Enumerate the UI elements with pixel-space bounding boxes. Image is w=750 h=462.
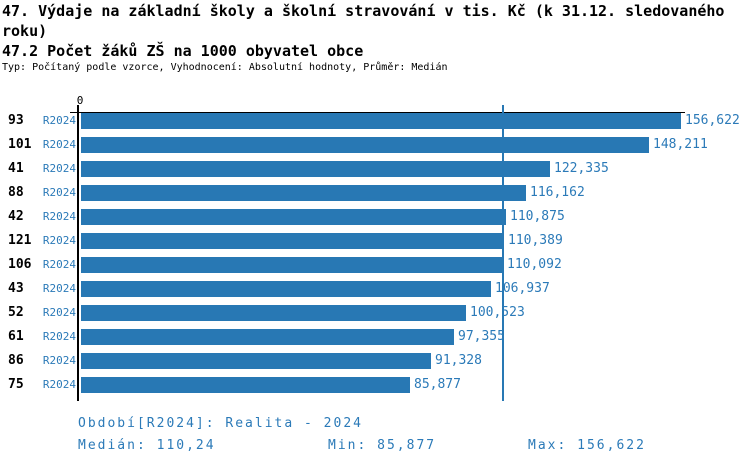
bar-value-label: 110,389: [508, 233, 563, 248]
bar: [81, 305, 466, 321]
row-series-label: R2024: [42, 378, 76, 391]
bar-value-label: 85,877: [414, 377, 461, 392]
y-axis-line: [77, 105, 79, 401]
bar-row: 88 R2024 116,162: [0, 185, 750, 201]
row-category-label: 121: [8, 233, 32, 248]
bar: [81, 113, 681, 129]
bar-row: 93 R2024 156,622: [0, 113, 750, 129]
footer-median: Medián: 110,24: [78, 438, 216, 453]
bar-row: 52 R2024 100,523: [0, 305, 750, 321]
axis-zero-label: 0: [76, 94, 84, 107]
bar: [81, 353, 431, 369]
bar-value-label: 110,092: [507, 257, 562, 272]
row-category-label: 86: [8, 353, 24, 368]
bar-row: 86 R2024 91,328: [0, 353, 750, 369]
row-series-label: R2024: [42, 330, 76, 343]
chart-title: 47. Výdaje na základní školy a školní st…: [2, 2, 725, 40]
bar-value-label: 122,335: [554, 161, 609, 176]
chart-meta-line: Typ: Počítaný podle vzorce, Vyhodnocení:…: [2, 62, 448, 73]
chart-subtitle: 47.2 Počet žáků ZŠ na 1000 obyvatel obce: [2, 42, 364, 60]
x-axis-line: [70, 112, 685, 113]
bar-row: 75 R2024 85,877: [0, 377, 750, 393]
bar: [81, 233, 504, 249]
bar-value-label: 116,162: [530, 185, 585, 200]
row-series-label: R2024: [42, 354, 76, 367]
bar: [81, 137, 649, 153]
row-category-label: 52: [8, 305, 24, 320]
footer-max: Max: 156,622: [528, 438, 646, 453]
row-category-label: 43: [8, 281, 24, 296]
bar: [81, 185, 526, 201]
row-category-label: 61: [8, 329, 24, 344]
row-series-label: R2024: [42, 258, 76, 271]
row-category-label: 106: [8, 257, 32, 272]
row-series-label: R2024: [42, 306, 76, 319]
bar-value-label: 156,622: [685, 113, 740, 128]
bar: [81, 377, 410, 393]
row-category-label: 41: [8, 161, 24, 176]
row-category-label: 93: [8, 113, 24, 128]
bar-row: 42 R2024 110,875: [0, 209, 750, 225]
row-series-label: R2024: [42, 282, 76, 295]
row-category-label: 75: [8, 377, 24, 392]
bar-row: 101 R2024 148,211: [0, 137, 750, 153]
row-series-label: R2024: [42, 186, 76, 199]
bar-row: 61 R2024 97,355: [0, 329, 750, 345]
row-series-label: R2024: [42, 234, 76, 247]
bar-row: 41 R2024 122,335: [0, 161, 750, 177]
bar-value-label: 110,875: [510, 209, 565, 224]
bar-value-label: 148,211: [653, 137, 708, 152]
bar-value-label: 97,355: [458, 329, 505, 344]
bar-row: 121 R2024 110,389: [0, 233, 750, 249]
bar-row: 43 R2024 106,937: [0, 281, 750, 297]
row-category-label: 88: [8, 185, 24, 200]
bar-value-label: 106,937: [495, 281, 550, 296]
row-category-label: 42: [8, 209, 24, 224]
bar-row: 106 R2024 110,092: [0, 257, 750, 273]
row-series-label: R2024: [42, 138, 76, 151]
median-line: [502, 105, 504, 401]
bar-value-label: 100,523: [470, 305, 525, 320]
row-series-label: R2024: [42, 162, 76, 175]
bar: [81, 161, 550, 177]
bar: [81, 281, 491, 297]
footer-min: Min: 85,877: [328, 438, 437, 453]
footer-period: Období[R2024]: Realita - 2024: [78, 416, 363, 431]
bar: [81, 257, 503, 273]
bar-value-label: 91,328: [435, 353, 482, 368]
bar: [81, 329, 454, 345]
row-series-label: R2024: [42, 114, 76, 127]
row-series-label: R2024: [42, 210, 76, 223]
bar: [81, 209, 506, 225]
row-category-label: 101: [8, 137, 32, 152]
